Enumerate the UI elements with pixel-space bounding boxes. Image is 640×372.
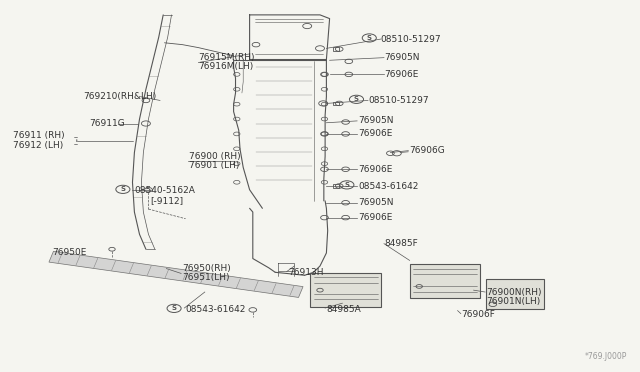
Text: 76906G: 76906G xyxy=(410,146,445,155)
Text: S: S xyxy=(120,186,125,192)
Text: 76905N: 76905N xyxy=(358,198,394,207)
Text: 84985A: 84985A xyxy=(326,305,361,314)
Text: 84985F: 84985F xyxy=(384,239,418,248)
Text: 76912 (LH): 76912 (LH) xyxy=(13,141,63,150)
Text: 76900 (RH): 76900 (RH) xyxy=(189,152,241,161)
Text: 76950(RH): 76950(RH) xyxy=(182,264,231,273)
Bar xyxy=(310,273,381,307)
Text: 76915M(RH): 76915M(RH) xyxy=(198,53,255,62)
Text: 76906E: 76906E xyxy=(358,129,393,138)
Text: 08540-5162A: 08540-5162A xyxy=(134,186,195,195)
Text: 76905N: 76905N xyxy=(384,53,419,62)
Bar xyxy=(486,279,544,309)
Text: 76906E: 76906E xyxy=(358,165,393,174)
Text: 08543-61642: 08543-61642 xyxy=(358,182,419,190)
Text: *769.J000P: *769.J000P xyxy=(585,352,627,361)
Text: 76951(LH): 76951(LH) xyxy=(182,273,230,282)
Text: S: S xyxy=(172,305,177,311)
Text: 76906E: 76906E xyxy=(384,70,419,79)
Text: S: S xyxy=(367,35,372,41)
Text: 76901N(LH): 76901N(LH) xyxy=(486,297,541,306)
Text: 769210(RH&LH): 769210(RH&LH) xyxy=(83,92,156,101)
Bar xyxy=(333,47,339,51)
Text: 76911G: 76911G xyxy=(90,119,125,128)
Text: 76906F: 76906F xyxy=(461,310,495,319)
Text: 76900N(RH): 76900N(RH) xyxy=(486,288,542,296)
Bar xyxy=(410,264,480,298)
Polygon shape xyxy=(49,251,303,298)
Text: 76916M(LH): 76916M(LH) xyxy=(198,62,253,71)
Text: 76906E: 76906E xyxy=(358,213,393,222)
Text: S: S xyxy=(344,182,349,188)
Text: [-9112]: [-9112] xyxy=(150,196,184,205)
Text: 08510-51297: 08510-51297 xyxy=(381,35,442,44)
Bar xyxy=(333,185,339,188)
Text: 76911 (RH): 76911 (RH) xyxy=(13,131,65,140)
Text: 08543-61642: 08543-61642 xyxy=(186,305,246,314)
Text: 76913H: 76913H xyxy=(288,268,323,277)
Text: S: S xyxy=(354,96,359,102)
Text: 08510-51297: 08510-51297 xyxy=(368,96,429,105)
Text: 76905N: 76905N xyxy=(358,116,394,125)
Text: 76901 (LH): 76901 (LH) xyxy=(189,161,239,170)
Text: 76950E: 76950E xyxy=(52,248,87,257)
Bar xyxy=(333,102,339,105)
